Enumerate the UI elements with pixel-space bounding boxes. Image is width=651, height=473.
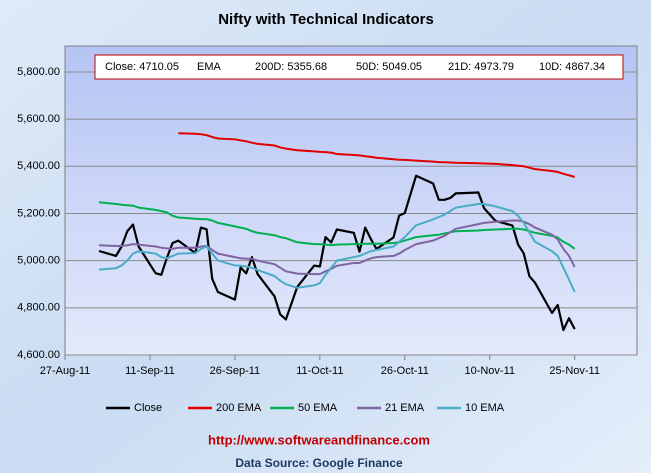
y-tick-label: 5,600.00 bbox=[17, 113, 60, 125]
legend-label: 10 EMA bbox=[465, 402, 505, 414]
x-tick-label: 11-Oct-11 bbox=[296, 365, 343, 377]
info-50d: 50D: 5049.05 bbox=[356, 61, 422, 73]
series-line bbox=[98, 174, 576, 332]
x-tick-label: 26-Oct-11 bbox=[381, 365, 429, 377]
y-tick-label: 4,800.00 bbox=[17, 302, 60, 314]
info-box bbox=[94, 54, 624, 80]
series-line bbox=[98, 203, 576, 293]
source-url: http://www.softwareandfinance.com bbox=[208, 432, 430, 447]
y-tick-label: 4,600.00 bbox=[17, 349, 60, 361]
series-line bbox=[98, 201, 576, 250]
plot-area bbox=[64, 45, 638, 356]
series-line bbox=[178, 132, 575, 178]
x-tick-label: 11-Sep-11 bbox=[125, 365, 175, 377]
legend-label: 200 EMA bbox=[216, 402, 262, 414]
chart-title: Nifty with Technical Indicators bbox=[218, 11, 434, 28]
data-source: Data Source: Google Finance bbox=[235, 456, 403, 470]
lines bbox=[65, 71, 637, 356]
info-10d: 10D: 4867.34 bbox=[539, 61, 605, 73]
x-tick-label: 27-Aug-11 bbox=[40, 365, 91, 377]
y-tick-label: 5,000.00 bbox=[17, 255, 60, 267]
y-tick-label: 5,200.00 bbox=[17, 207, 60, 219]
x-tick-label: 25-Nov-11 bbox=[549, 365, 600, 377]
legend-label: 21 EMA bbox=[385, 402, 425, 414]
info-ema: EMA bbox=[197, 61, 222, 73]
info-21d: 21D: 4973.79 bbox=[448, 61, 514, 73]
info-close: Close: 4710.05 bbox=[105, 61, 179, 73]
y-tick-label: 5,800.00 bbox=[17, 66, 60, 78]
info-200d: 200D: 5355.68 bbox=[255, 61, 327, 73]
x-tick-label: 10-Nov-11 bbox=[464, 365, 515, 377]
y-tick-label: 5,400.00 bbox=[17, 160, 60, 172]
x-tick-label: 26-Sep-11 bbox=[210, 365, 261, 377]
legend-label: Close bbox=[134, 402, 162, 414]
legend-label: 50 EMA bbox=[298, 402, 338, 414]
